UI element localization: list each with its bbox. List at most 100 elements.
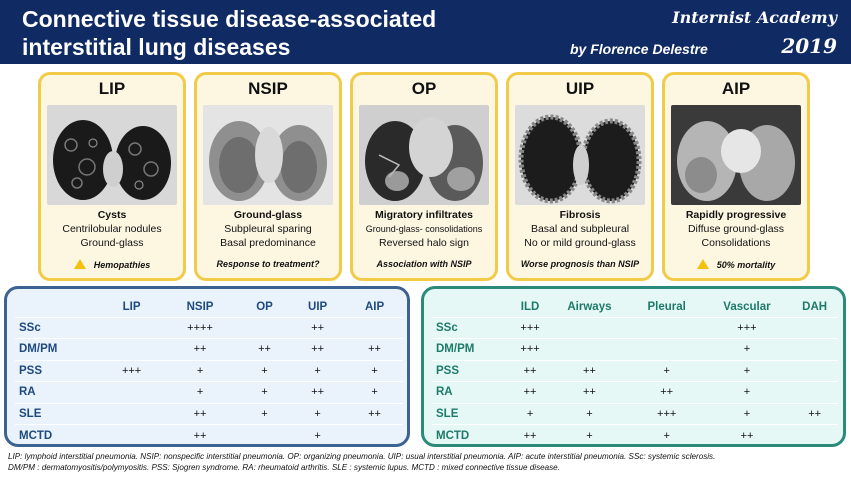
table-cell: +: [548, 424, 631, 446]
table-cell: +: [346, 381, 403, 403]
table-cell: ++: [289, 381, 347, 403]
card-feature-tertiary: Consolidations: [701, 237, 771, 249]
table-cell: [791, 316, 838, 339]
row-label: MCTD: [15, 424, 103, 446]
card-note-text: 50% mortality: [716, 260, 776, 270]
table-cell: [791, 359, 838, 382]
table-cell: [103, 381, 161, 403]
column-header: ILD: [520, 300, 540, 313]
table-cell: +: [160, 359, 240, 382]
column-header: DAH: [802, 300, 828, 313]
table-cell: ++: [548, 359, 631, 382]
card-feature-tertiary: Reversed halo sign: [379, 237, 469, 249]
row-label: PSS: [15, 359, 103, 382]
table-cell: +: [702, 381, 792, 403]
title-line-2: interstitial lung diseases: [22, 34, 291, 60]
table-cell: ++: [630, 381, 703, 403]
table-cell: +: [630, 359, 703, 382]
table-cell: ++: [346, 338, 403, 360]
table-cell: +: [702, 338, 792, 360]
card-nsip: NSIP Ground-glass Subpleural sparing Bas…: [194, 72, 342, 281]
table-cell: ++: [160, 402, 240, 425]
card-feature-secondary: Centrilobular nodules: [62, 223, 162, 235]
card-aip: AIP Rapidly progressive Diffuse ground-g…: [662, 72, 810, 281]
table-row: SLE + + +++ + ++: [432, 402, 838, 425]
footnote-line-1: LIP: lymphoid interstitial pneumonia. NS…: [8, 452, 716, 461]
column-header: NSIP: [186, 300, 214, 313]
table-row: SSc ++++ ++: [15, 316, 403, 339]
card-title: UIP: [565, 79, 595, 98]
table-cell: +++: [103, 359, 161, 382]
row-label: PSS: [432, 359, 512, 382]
card-feature-secondary: Subpleural sparing: [224, 223, 312, 235]
card-feature-secondary: Basal and subpleural: [530, 223, 630, 235]
card-feature-secondary: Diffuse ground-glass: [687, 223, 785, 235]
card-feature-primary: Cysts: [97, 209, 127, 221]
year-label: 2019: [781, 34, 837, 58]
table-cell: +: [289, 424, 347, 446]
table-cell: ++++: [160, 316, 240, 339]
table-cell: +: [702, 402, 792, 425]
card-title: AIP: [721, 79, 751, 98]
table-cell: ++: [289, 338, 347, 360]
warning-icon: [696, 259, 709, 269]
table-cell: ++: [702, 424, 792, 446]
table-cell: +++: [630, 402, 703, 425]
involvement-table: ILD Airways Pleural Vascular DAH SSc +++…: [432, 297, 838, 446]
table-cell: [791, 381, 838, 403]
table-cell: [239, 424, 290, 446]
row-label: RA: [15, 381, 103, 403]
card-note: Association with NSIP: [376, 259, 472, 269]
ct-scan-image-nsip: [203, 105, 333, 205]
column-header: AIP: [364, 300, 385, 313]
title-line-1: Connective tissue disease-associated: [22, 6, 437, 32]
card-note: 50% mortality: [665, 259, 807, 270]
table-row: MCTD ++ +: [15, 424, 403, 446]
card-title: NSIP: [248, 79, 288, 98]
table-cell: +: [512, 402, 549, 425]
card-note: Hemopathies: [41, 259, 183, 270]
table-cell: +: [239, 381, 290, 403]
table-cell: ++: [548, 381, 631, 403]
row-label: SLE: [15, 402, 103, 425]
warning-icon: [73, 259, 86, 269]
table-cell: ++: [512, 424, 549, 446]
table-cell: ++: [512, 381, 549, 403]
table-cell: +: [702, 359, 792, 382]
table-cell: ++: [160, 424, 240, 446]
row-label: SSc: [15, 316, 103, 339]
ct-scan-image-aip: [671, 105, 801, 205]
table-cell: +: [160, 381, 240, 403]
card-note-text: Hemopathies: [93, 260, 151, 270]
card-feature-tertiary: Basal predominance: [220, 237, 316, 249]
table-cell: +++: [512, 316, 549, 339]
table-cell: [103, 316, 161, 339]
pattern-table: LIP NSIP OP UIP AIP SSc ++++ ++ DM/PM ++…: [15, 297, 403, 446]
row-label: RA: [432, 381, 512, 403]
table-row: RA + + ++ +: [15, 381, 403, 403]
card-feature-primary: Rapidly progressive: [685, 209, 787, 221]
column-header: OP: [256, 300, 273, 313]
card-title: LIP: [98, 79, 126, 98]
table-row: RA ++ ++ ++ +: [432, 381, 838, 403]
table-cell: +++: [512, 338, 549, 360]
table-cell: [548, 338, 631, 360]
table-row: PSS +++ + + + +: [15, 359, 403, 382]
table-cell: [346, 424, 403, 446]
card-note: Worse prognosis than NSIP: [520, 259, 640, 269]
table-cell: [103, 402, 161, 425]
card-feature-primary: Ground-glass: [233, 209, 303, 221]
table-cell: +: [239, 402, 290, 425]
card-op: OP Migratory infiltrates Ground-glass- c…: [350, 72, 498, 281]
row-label: DM/PM: [432, 338, 512, 360]
table-cell: ++: [512, 359, 549, 382]
table-row: DM/PM ++ ++ ++ ++: [15, 338, 403, 360]
pattern-table-panel: LIP NSIP OP UIP AIP SSc ++++ ++ DM/PM ++…: [4, 286, 410, 447]
card-feature-tertiary: No or mild ground-glass: [524, 237, 636, 249]
column-header: Airways: [567, 300, 612, 313]
table-cell: [630, 338, 703, 360]
table-cell: +: [630, 424, 703, 446]
table-cell: [239, 316, 290, 339]
row-label: MCTD: [432, 424, 512, 446]
card-feature-primary: Fibrosis: [559, 209, 601, 221]
